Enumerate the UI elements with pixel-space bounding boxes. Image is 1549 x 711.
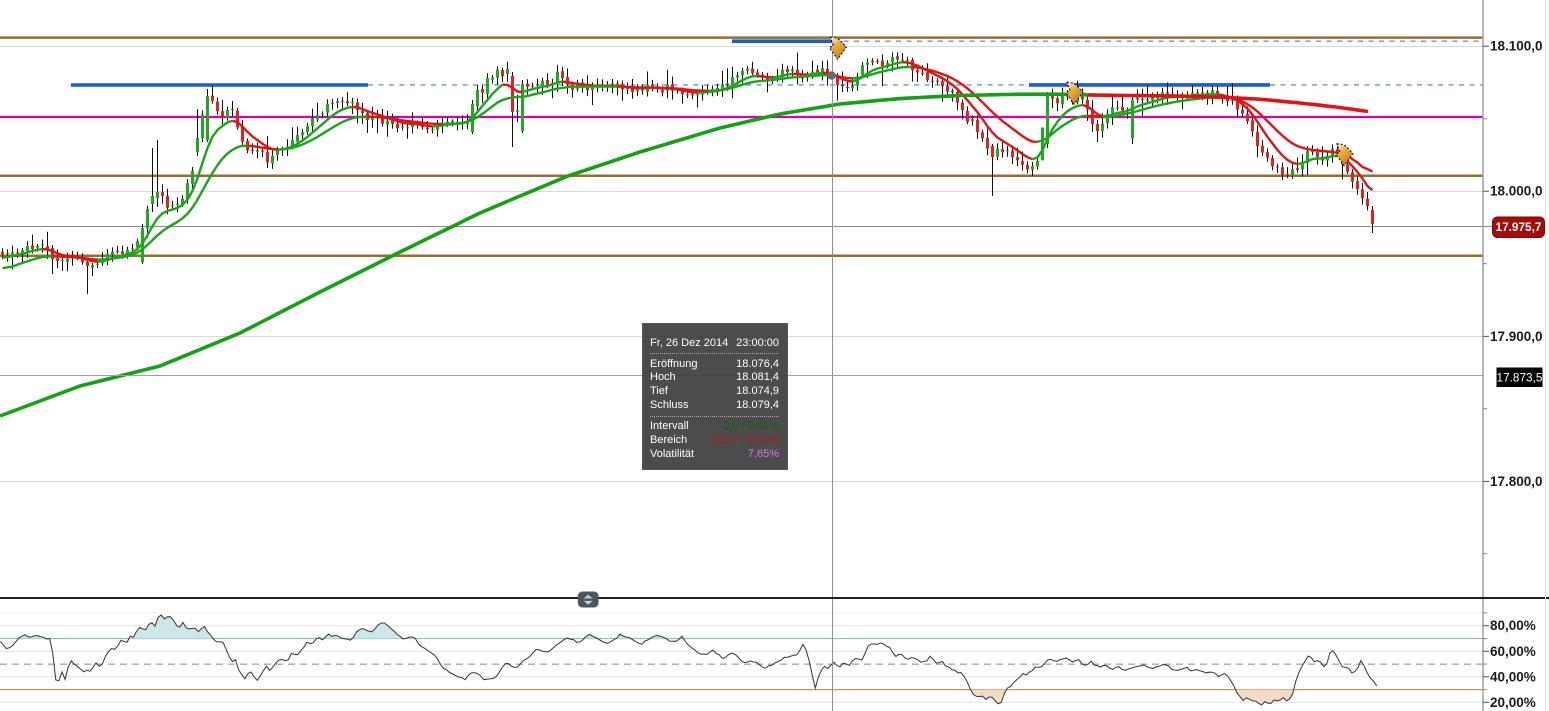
svg-text:17.873,5: 17.873,5: [1497, 370, 1543, 384]
svg-text:20,00%: 20,00%: [1490, 695, 1536, 710]
svg-text:17.975,7: 17.975,7: [1496, 220, 1542, 234]
svg-text:60,00%: 60,00%: [1490, 644, 1536, 659]
svg-text:17.900,0: 17.900,0: [1490, 329, 1543, 344]
svg-text:17.800,0: 17.800,0: [1490, 474, 1543, 489]
svg-text:18.000,0: 18.000,0: [1490, 184, 1543, 199]
svg-text:18.100,0: 18.100,0: [1490, 39, 1543, 54]
svg-text:40,00%: 40,00%: [1490, 669, 1536, 684]
svg-text:80,00%: 80,00%: [1490, 618, 1536, 633]
